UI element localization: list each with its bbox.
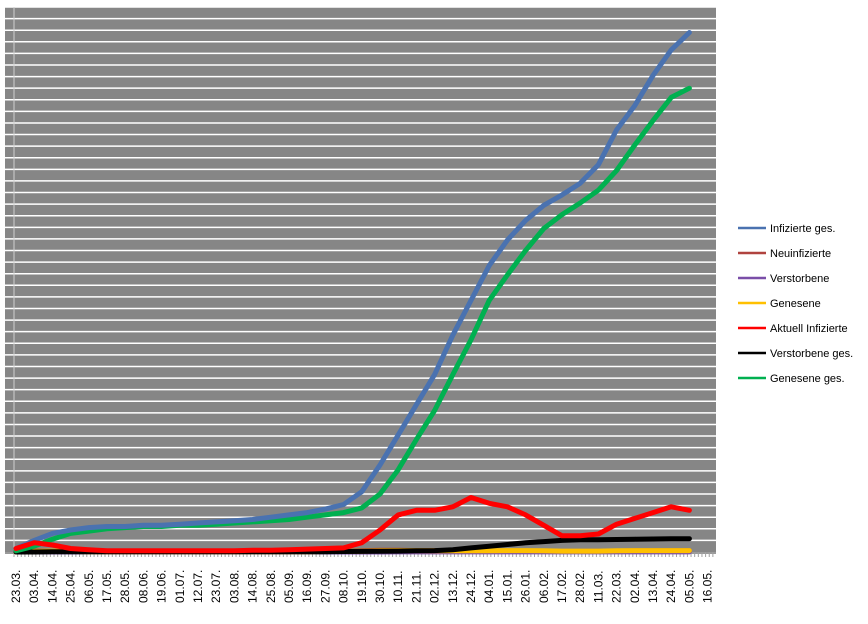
legend-label: Aktuell Infizierte xyxy=(770,323,848,335)
x-tick-label: 13.04. xyxy=(646,570,660,603)
series-lines xyxy=(13,30,692,555)
x-tick-label: 15.01. xyxy=(500,570,514,603)
x-tick-label: 02.04. xyxy=(628,570,642,603)
x-tick-label: 19.06. xyxy=(155,570,169,603)
x-tick-label: 14.04. xyxy=(45,570,59,603)
x-tick-label: 30.10. xyxy=(373,570,387,603)
x-tick-label: 28.02. xyxy=(573,570,587,603)
x-tick-label: 02.12. xyxy=(428,570,442,603)
legend-label: Verstorbene xyxy=(770,273,829,285)
x-tick-label: 08.10. xyxy=(337,570,351,603)
x-tick-label: 27.09. xyxy=(318,570,332,603)
x-tick-label: 10.11. xyxy=(391,571,405,603)
legend-label: Infizierte ges. xyxy=(770,223,835,235)
x-tick-label: 08.06. xyxy=(136,570,150,603)
legend-label: Genesene ges. xyxy=(770,373,845,385)
x-tick-label: 24.04. xyxy=(664,570,678,603)
x-tick-label: 28.05. xyxy=(118,570,132,603)
legend: Infizierte ges. Neuinfizierte Verstorbene G… xyxy=(738,223,853,385)
x-tick-label: 26.01. xyxy=(519,570,533,603)
x-tick-label: 14.08. xyxy=(246,570,260,603)
x-tick-label: 23.03. xyxy=(9,570,23,603)
x-tick-label: 12.07. xyxy=(191,570,205,603)
gridlines xyxy=(5,6,716,552)
x-tick-label: 17.05. xyxy=(100,570,114,603)
x-tick-label: 17.02. xyxy=(555,570,569,603)
x-tick-label: 06.02. xyxy=(537,570,551,603)
x-tick-label: 16.09. xyxy=(300,570,314,603)
x-tick-label: 11.03. xyxy=(591,571,605,603)
plot-area xyxy=(5,7,716,552)
x-tick-label: 23.07. xyxy=(209,570,223,603)
x-tick-label: 24.12. xyxy=(464,570,478,603)
x-tick-label: 21.11. xyxy=(409,571,423,603)
x-tick-label: 19.10. xyxy=(355,570,369,603)
x-axis: 23.03. 03.04. 14.04. 25.04. 06.05. 17.05. 28.0… xyxy=(5,552,716,603)
x-tick-label: 16.05. xyxy=(701,570,715,603)
x-tick-label: 22.03. xyxy=(610,570,624,603)
legend-label: Neuinfizierte xyxy=(770,248,831,260)
x-tick-label: 05.05. xyxy=(682,570,696,603)
series-line-aktuell-infizierte xyxy=(13,495,692,554)
series-line-infizierte-ges- xyxy=(13,30,692,551)
legend-label: Genesene xyxy=(770,298,821,310)
x-tick-label: 03.04. xyxy=(27,570,41,603)
x-tick-label: 05.09. xyxy=(282,570,296,603)
x-tick-label: 01.07. xyxy=(173,570,187,603)
legend-label: Verstorbene ges. xyxy=(770,348,853,360)
x-tick-label: 25.04. xyxy=(64,570,78,603)
x-tick-label: 13.12. xyxy=(446,570,460,603)
x-tick-label: 25.08. xyxy=(264,570,278,603)
x-tick-label: 04.01. xyxy=(482,570,496,603)
x-tick-label: 03.08. xyxy=(227,570,241,603)
x-tick-label: 06.05. xyxy=(82,570,96,603)
